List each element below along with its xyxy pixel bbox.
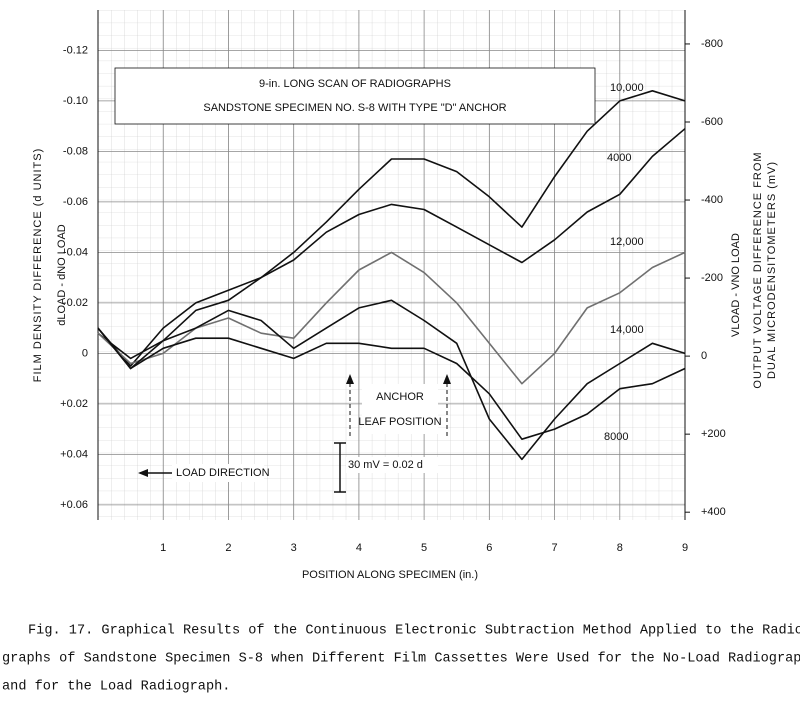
series-line	[97, 90, 686, 367]
x-tick-label: 1	[160, 542, 166, 554]
y2-axis-label: DUAL MICRODENSITOMETERS (mV)	[766, 161, 778, 379]
y2-tick-label: +400	[701, 506, 726, 518]
y2-tick-label: -800	[701, 38, 723, 50]
note: 9-in. LONG SCAN OF RADIOGRAPHS	[259, 78, 451, 90]
arrow-head	[346, 374, 354, 384]
series-line	[97, 327, 686, 440]
y2-tick-label: 0	[701, 350, 707, 362]
series-label: 4000	[607, 152, 631, 164]
y-tick-label: -0.06	[63, 196, 88, 208]
y-tick-label: 0	[82, 347, 88, 359]
x-tick-label: 3	[291, 542, 297, 554]
x-tick-label: 5	[421, 542, 427, 554]
y2-axis-label: OUTPUT VOLTAGE DIFFERENCE FROM	[752, 151, 764, 388]
note: SANDSTONE SPECIMEN NO. S-8 WITH TYPE "D"…	[203, 102, 506, 114]
x-tick-label: 9	[682, 542, 688, 554]
y-tick-label: -0.04	[63, 246, 88, 258]
series-label: 10,000	[610, 82, 644, 94]
y-tick-label: +0.06	[60, 499, 88, 511]
x-tick-label: 6	[486, 542, 492, 554]
x-axis-label: POSITION ALONG SPECIMEN (in.)	[302, 569, 478, 581]
note-box	[114, 67, 596, 125]
x-tick-label: 8	[617, 542, 623, 554]
y-tick-label: -0.10	[63, 95, 88, 107]
scale-label: 30 mV = 0.02 d	[348, 459, 423, 471]
arrow-head	[138, 469, 148, 477]
y-axis-label: dLOAD - dNO LOAD	[56, 224, 68, 326]
y2-tick-label: -200	[701, 272, 723, 284]
load-label: LOAD DIRECTION	[176, 467, 270, 479]
arrow-head	[443, 374, 451, 384]
y-tick-label: +0.02	[60, 398, 88, 410]
scale-bg	[346, 457, 438, 473]
series-label: 8000	[604, 431, 628, 443]
y-axis-label: FILM DENSITY DIFFERENCE (d UNITS)	[32, 148, 44, 382]
series-line	[97, 299, 686, 461]
anchor-label: ANCHOR	[376, 391, 424, 403]
series-line	[97, 128, 686, 360]
series-label: 12,000	[610, 236, 644, 248]
x-tick-label: 4	[356, 542, 362, 554]
y-tick-label: +0.04	[60, 448, 88, 460]
caption: graphs of Sandstone Specimen S-8 when Di…	[2, 652, 800, 667]
y2-tick-label: -600	[701, 116, 723, 128]
anchor-label: LEAF POSITION	[358, 416, 441, 428]
y2-tick-label: +200	[701, 428, 726, 440]
series-label: 14,000	[610, 324, 644, 336]
x-tick-label: 7	[551, 542, 557, 554]
load-bg	[172, 464, 264, 482]
caption: and for the Load Radiograph.	[2, 680, 230, 695]
x-tick-label: 2	[225, 542, 231, 554]
y-tick-label: -0.02	[63, 297, 88, 309]
y2-tick-label: -400	[701, 194, 723, 206]
y-tick-label: -0.12	[63, 44, 88, 56]
caption: Fig. 17. Graphical Results of the Contin…	[28, 624, 800, 639]
y2-axis-label: VLOAD - VNO LOAD	[730, 233, 742, 337]
y-tick-label: -0.08	[63, 145, 88, 157]
anchor-bg	[362, 384, 438, 434]
